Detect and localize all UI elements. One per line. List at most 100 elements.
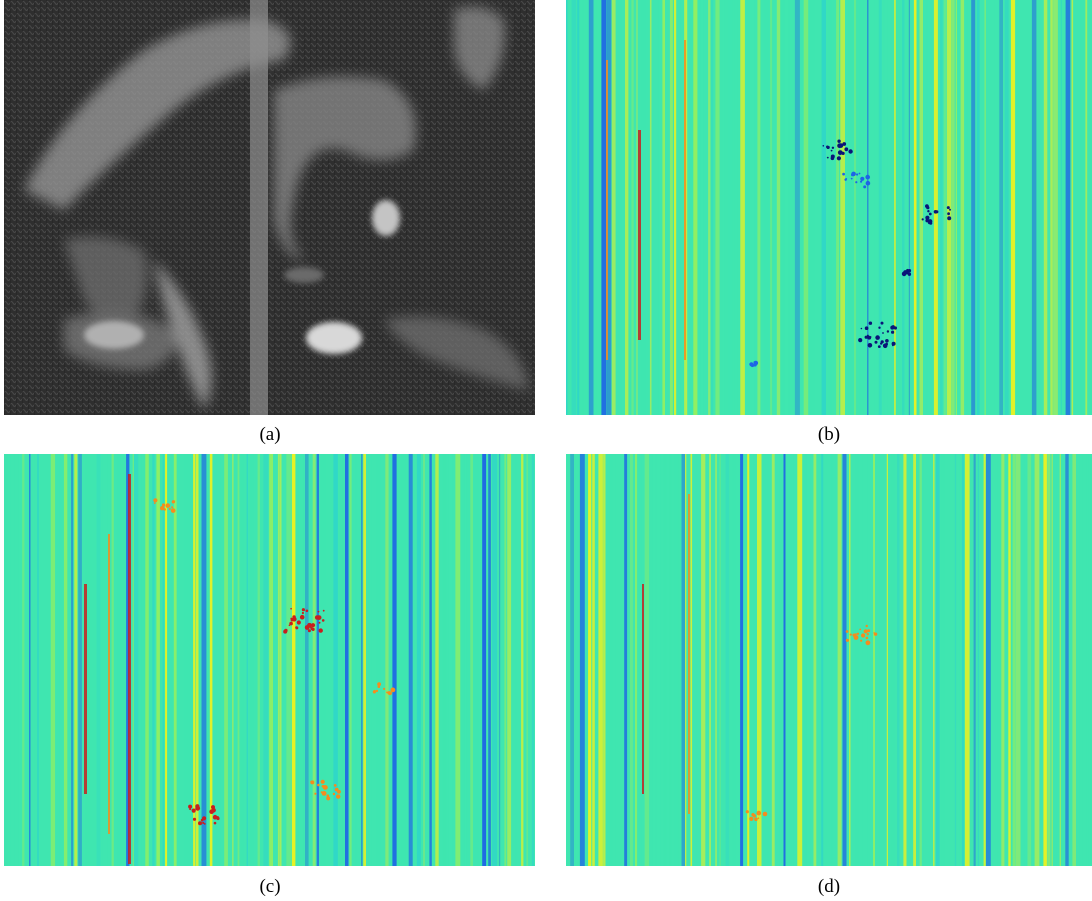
speckle (842, 172, 845, 176)
stripe (488, 454, 491, 866)
speckle (202, 821, 205, 824)
stripe (927, 0, 932, 415)
stripe (734, 0, 738, 415)
stripe (951, 0, 955, 415)
stripe (984, 0, 986, 415)
stripe (747, 454, 750, 866)
caption-c: (c) (259, 876, 281, 897)
speckle (860, 180, 863, 183)
stripe (583, 0, 588, 415)
stripe (913, 0, 917, 415)
stripe (104, 454, 107, 866)
stripe (195, 454, 199, 866)
stripe (836, 0, 839, 415)
stripe (959, 454, 961, 866)
speckle (750, 363, 755, 368)
stripe (1051, 454, 1053, 866)
speckle (849, 633, 852, 636)
stripe (474, 454, 479, 866)
speckle (165, 503, 171, 508)
stripe (1065, 0, 1071, 415)
stripe (392, 454, 397, 866)
stripe (894, 0, 896, 415)
stripe (641, 0, 646, 415)
stripe (902, 0, 905, 415)
stripe (993, 454, 998, 866)
speckle (170, 508, 176, 513)
panel-b-image (566, 0, 1092, 415)
speckle (867, 343, 873, 348)
stripe (897, 454, 900, 866)
stripe (368, 454, 372, 866)
stripe (678, 0, 681, 415)
stripe (770, 0, 773, 415)
speckle (318, 621, 321, 624)
stripe (184, 454, 190, 866)
stripe (913, 454, 916, 866)
stripe-highlight (688, 494, 690, 814)
speckle (869, 336, 872, 338)
stripe (4, 454, 8, 866)
stripe (1054, 454, 1057, 866)
speckle (854, 633, 857, 636)
stripe (689, 0, 694, 415)
speckle (332, 792, 336, 796)
caption-b: (b) (817, 424, 841, 445)
stripe (102, 454, 104, 866)
speckle (891, 330, 895, 334)
stripe (50, 454, 56, 866)
speckle (191, 808, 196, 813)
stripe (971, 0, 976, 415)
speckle (864, 326, 869, 331)
speckle (875, 335, 880, 340)
stripe (740, 454, 744, 866)
speckle (851, 171, 856, 177)
speckle (333, 784, 337, 787)
stripe (685, 454, 687, 866)
stripe (883, 0, 885, 415)
stripe (269, 454, 273, 866)
stripe (669, 454, 672, 866)
speckle (838, 143, 844, 148)
stripe (209, 454, 213, 866)
stripe (933, 454, 935, 866)
speckle (296, 620, 301, 625)
stripe (162, 454, 164, 866)
panel-b-svg (566, 0, 1092, 415)
stripe (1043, 454, 1047, 866)
stripe (1050, 0, 1053, 415)
stripe (246, 454, 248, 866)
stripe (18, 454, 21, 866)
stripe (961, 454, 964, 866)
speckle (751, 813, 755, 817)
stripe (448, 454, 453, 866)
stripe (715, 454, 717, 866)
speckle (830, 149, 833, 152)
speckle (317, 783, 320, 787)
stripe (693, 0, 698, 415)
stripe (1065, 454, 1069, 866)
stripe (429, 454, 432, 866)
speckle (865, 174, 870, 180)
stripe (630, 454, 633, 866)
speckle (326, 794, 330, 797)
speckle (856, 632, 860, 635)
panel-a-svg (4, 0, 535, 415)
stripe (291, 454, 296, 866)
speckle (845, 147, 849, 151)
speckle (754, 817, 758, 822)
speckle (168, 507, 171, 511)
stripe (1012, 454, 1016, 866)
stripe (674, 454, 678, 866)
speckle (837, 139, 841, 143)
speckle (310, 780, 315, 785)
stripe (1080, 0, 1084, 415)
stripe (224, 454, 228, 866)
stripe (339, 454, 343, 866)
stripe (114, 454, 117, 866)
stripe (648, 0, 650, 415)
photo-light-shapes (24, 6, 529, 410)
stripe (817, 0, 822, 415)
stripe (566, 0, 568, 415)
stripe (134, 454, 139, 866)
